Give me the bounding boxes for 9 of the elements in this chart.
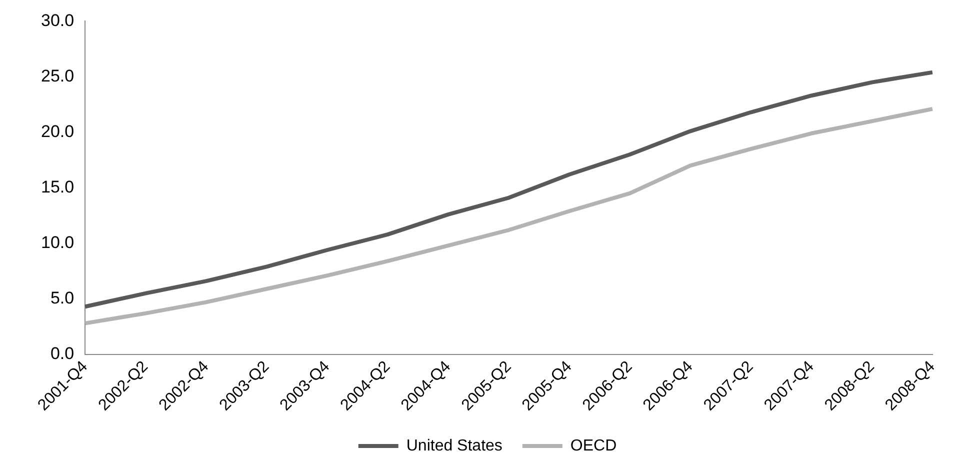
- y-tick-label: 0.0: [50, 344, 74, 364]
- y-tick-label: 30.0: [40, 10, 74, 30]
- legend-label: United States: [406, 437, 502, 454]
- y-tick-label: 5.0: [50, 288, 74, 308]
- y-tick-label: 20.0: [40, 122, 74, 141]
- y-tick-label: 25.0: [40, 66, 74, 86]
- y-tick-label: 10.0: [40, 233, 74, 252]
- y-tick-label: 15.0: [40, 177, 74, 196]
- legend-label: OECD: [570, 437, 617, 454]
